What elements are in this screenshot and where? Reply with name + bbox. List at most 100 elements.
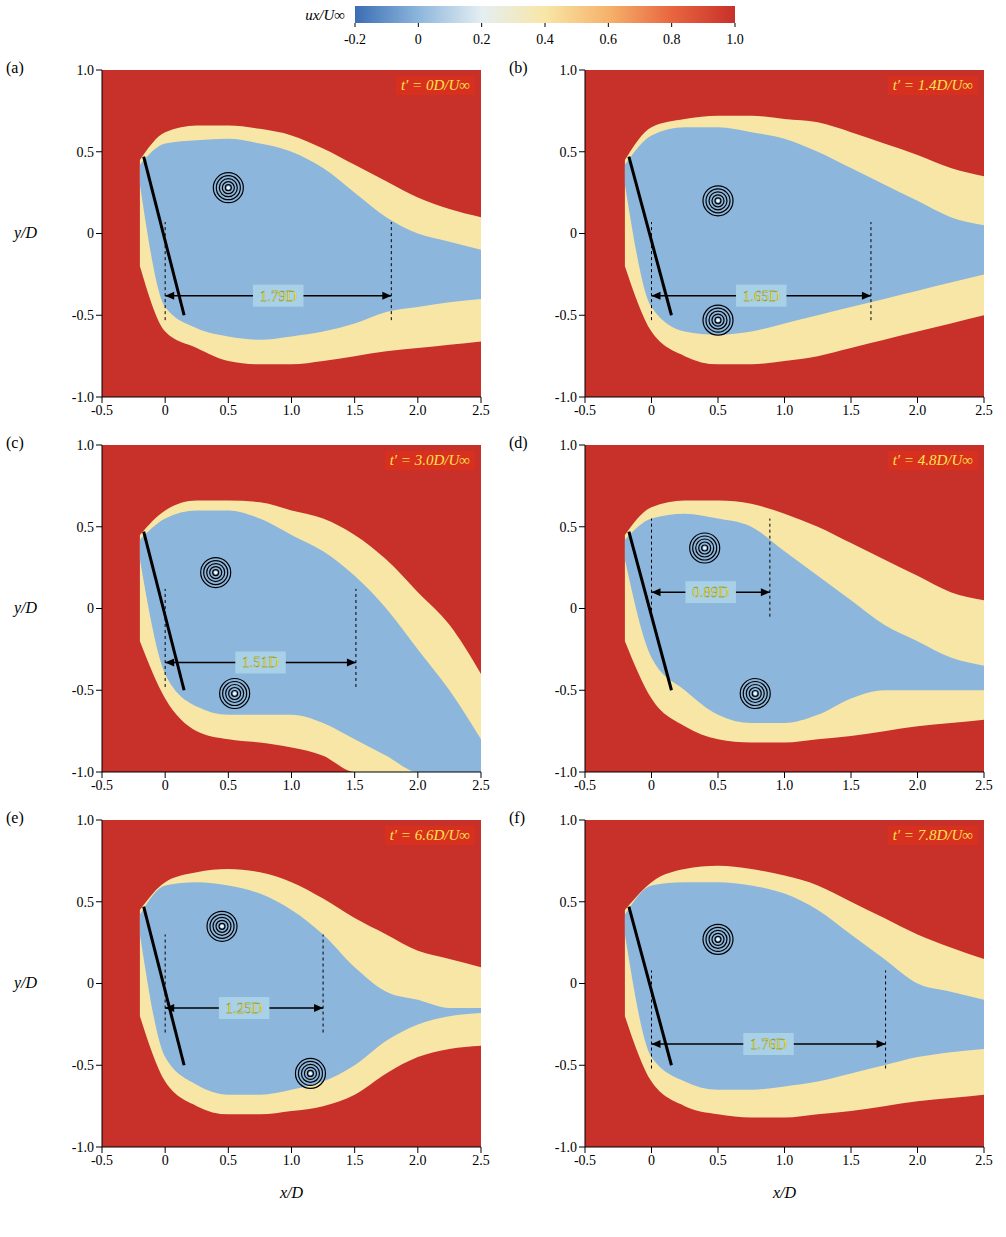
svg-text:1.51D: 1.51D <box>242 654 279 670</box>
html-text:(a): (a) <box>6 59 24 76</box>
svg-text:0.8: 0.8 <box>663 32 681 47</box>
svg-text:-0.5: -0.5 <box>91 1153 113 1168</box>
svg-text:0: 0 <box>648 1153 655 1168</box>
svg-text:-0.2: -0.2 <box>344 32 366 47</box>
svg-text:2.5: 2.5 <box>975 1153 993 1168</box>
svg-text:-0.5: -0.5 <box>574 778 596 793</box>
svg-text:2.5: 2.5 <box>472 778 490 793</box>
svg-text:0.5: 0.5 <box>560 895 578 910</box>
html-text:t′ = 4.8D/U∞: t′ = 4.8D/U∞ <box>892 452 973 468</box>
svg-text:0: 0 <box>648 778 655 793</box>
svg-text:x/D: x/D <box>772 1184 797 1201</box>
html-text:y/D: y/D <box>14 973 38 991</box>
svg-text:-0.5: -0.5 <box>72 308 94 323</box>
svg-text:0.6: 0.6 <box>600 32 618 47</box>
svg-text:-0.5: -0.5 <box>72 1058 94 1073</box>
svg-text:0.5: 0.5 <box>560 520 578 535</box>
svg-text:0.4: 0.4 <box>536 32 554 47</box>
svg-text:1.5: 1.5 <box>346 1153 364 1168</box>
svg-text:0.5: 0.5 <box>709 403 727 418</box>
svg-text:0: 0 <box>648 403 655 418</box>
svg-text:2.0: 2.0 <box>909 403 927 418</box>
svg-text:-0.5: -0.5 <box>72 683 94 698</box>
svg-text:1.0: 1.0 <box>77 438 95 453</box>
svg-text:1.0: 1.0 <box>560 813 578 828</box>
svg-text:-0.5: -0.5 <box>574 1153 596 1168</box>
svg-text:-0.5: -0.5 <box>91 778 113 793</box>
svg-text:0: 0 <box>570 226 577 241</box>
svg-text:1.25D: 1.25D <box>226 1000 263 1016</box>
svg-text:1.79D: 1.79D <box>260 288 297 304</box>
html-text:t′ = 3.0D/U∞: t′ = 3.0D/U∞ <box>389 452 470 468</box>
html-text:(c): (c) <box>6 434 24 451</box>
svg-text:0: 0 <box>87 601 94 616</box>
svg-text:0.5: 0.5 <box>709 1153 727 1168</box>
html-text:(d): (d) <box>509 434 528 451</box>
svg-text:1.65D: 1.65D <box>743 288 780 304</box>
svg-text:-0.5: -0.5 <box>555 683 577 698</box>
svg-text:1.76D: 1.76D <box>750 1036 787 1052</box>
svg-text:1.5: 1.5 <box>346 403 364 418</box>
svg-text:1.0: 1.0 <box>560 63 578 78</box>
html-text:t′ = 1.4D/U∞: t′ = 1.4D/U∞ <box>892 77 973 93</box>
svg-text:0.5: 0.5 <box>77 895 95 910</box>
html-text:y/D: y/D <box>14 223 38 241</box>
svg-text:ux/U∞: ux/U∞ <box>305 7 345 23</box>
svg-text:0: 0 <box>87 976 94 991</box>
svg-text:1.0: 1.0 <box>283 403 301 418</box>
svg-text:2.5: 2.5 <box>975 778 993 793</box>
svg-text:1.0: 1.0 <box>776 778 794 793</box>
svg-text:0: 0 <box>162 403 169 418</box>
svg-text:-0.5: -0.5 <box>555 1058 577 1073</box>
svg-text:-1.0: -1.0 <box>555 765 577 780</box>
svg-text:0: 0 <box>162 778 169 793</box>
svg-text:1.0: 1.0 <box>283 778 301 793</box>
svg-text:1.0: 1.0 <box>776 1153 794 1168</box>
svg-text:0.5: 0.5 <box>77 520 95 535</box>
svg-text:2.0: 2.0 <box>409 1153 427 1168</box>
svg-text:1.0: 1.0 <box>77 63 95 78</box>
svg-text:2.0: 2.0 <box>409 778 427 793</box>
svg-text:1.0: 1.0 <box>560 438 578 453</box>
svg-text:2.0: 2.0 <box>909 778 927 793</box>
svg-text:1.0: 1.0 <box>776 403 794 418</box>
svg-text:1.5: 1.5 <box>842 403 860 418</box>
svg-text:0.5: 0.5 <box>220 403 238 418</box>
svg-text:x/D: x/D <box>279 1184 304 1201</box>
svg-text:0: 0 <box>570 601 577 616</box>
svg-text:-1.0: -1.0 <box>72 765 94 780</box>
svg-text:1.5: 1.5 <box>842 778 860 793</box>
svg-text:-1.0: -1.0 <box>72 390 94 405</box>
html-text:(b): (b) <box>509 59 528 76</box>
html-text:t′ = 0D/U∞: t′ = 0D/U∞ <box>400 77 470 93</box>
svg-text:0: 0 <box>162 1153 169 1168</box>
svg-text:-1.0: -1.0 <box>555 390 577 405</box>
svg-text:0.5: 0.5 <box>709 778 727 793</box>
svg-text:0.89D: 0.89D <box>692 584 729 600</box>
svg-text:2.5: 2.5 <box>975 403 993 418</box>
svg-text:1.0: 1.0 <box>77 813 95 828</box>
svg-text:1.5: 1.5 <box>842 1153 860 1168</box>
svg-text:2.0: 2.0 <box>909 1153 927 1168</box>
svg-text:0.5: 0.5 <box>220 1153 238 1168</box>
svg-text:1.0: 1.0 <box>726 32 744 47</box>
svg-text:0: 0 <box>87 226 94 241</box>
svg-text:0: 0 <box>415 32 422 47</box>
html-text:y/D: y/D <box>14 598 38 616</box>
svg-text:-0.5: -0.5 <box>91 403 113 418</box>
svg-text:2.5: 2.5 <box>472 403 490 418</box>
svg-text:0.5: 0.5 <box>77 145 95 160</box>
svg-text:1.5: 1.5 <box>346 778 364 793</box>
svg-text:0: 0 <box>570 976 577 991</box>
svg-text:0.2: 0.2 <box>473 32 491 47</box>
svg-text:-0.5: -0.5 <box>574 403 596 418</box>
svg-text:0.5: 0.5 <box>220 778 238 793</box>
svg-text:1.0: 1.0 <box>283 1153 301 1168</box>
svg-text:2.0: 2.0 <box>409 403 427 418</box>
svg-text:-1.0: -1.0 <box>72 1140 94 1155</box>
svg-text:0.5: 0.5 <box>560 145 578 160</box>
svg-text:-1.0: -1.0 <box>555 1140 577 1155</box>
svg-text:2.5: 2.5 <box>472 1153 490 1168</box>
html-text:(e): (e) <box>6 809 24 826</box>
svg-text:-0.5: -0.5 <box>555 308 577 323</box>
